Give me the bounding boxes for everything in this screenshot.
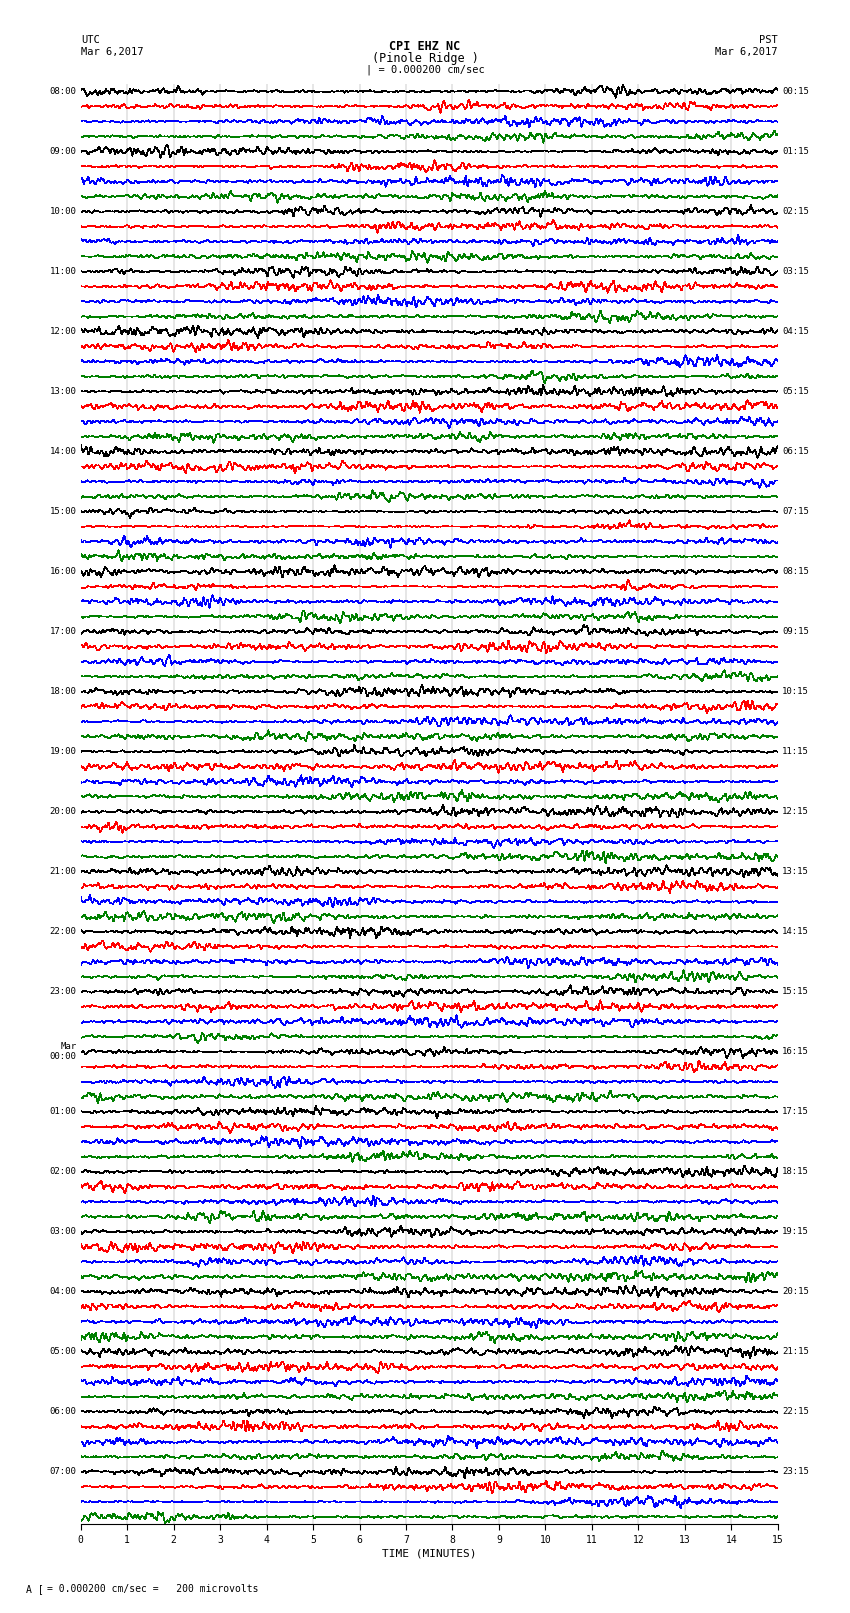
Text: Mar 6,2017: Mar 6,2017: [81, 47, 144, 56]
Text: 12:15: 12:15: [782, 806, 809, 816]
Text: 06:00: 06:00: [49, 1407, 76, 1416]
Text: 15:00: 15:00: [49, 506, 76, 516]
Text: 21:00: 21:00: [49, 868, 76, 876]
Text: 07:15: 07:15: [782, 506, 809, 516]
Text: 16:15: 16:15: [782, 1047, 809, 1057]
Text: | = 0.000200 cm/sec: | = 0.000200 cm/sec: [366, 65, 484, 76]
Text: 03:00: 03:00: [49, 1227, 76, 1236]
Text: 04:00: 04:00: [49, 1287, 76, 1297]
Text: Mar
00:00: Mar 00:00: [49, 1042, 76, 1061]
Text: 19:15: 19:15: [782, 1227, 809, 1236]
Text: 08:00: 08:00: [49, 87, 76, 95]
Text: 17:15: 17:15: [782, 1107, 809, 1116]
Text: A [: A [: [26, 1584, 43, 1594]
Text: 22:00: 22:00: [49, 927, 76, 936]
Text: 20:15: 20:15: [782, 1287, 809, 1297]
Text: PST: PST: [759, 35, 778, 45]
Text: 23:15: 23:15: [782, 1468, 809, 1476]
Text: 22:15: 22:15: [782, 1407, 809, 1416]
Text: 21:15: 21:15: [782, 1347, 809, 1357]
Text: Mar 6,2017: Mar 6,2017: [715, 47, 778, 56]
Text: UTC: UTC: [81, 35, 99, 45]
Text: 11:15: 11:15: [782, 747, 809, 756]
Text: 15:15: 15:15: [782, 987, 809, 997]
Text: 17:00: 17:00: [49, 627, 76, 636]
Text: 13:15: 13:15: [782, 868, 809, 876]
Text: 08:15: 08:15: [782, 568, 809, 576]
Text: 09:15: 09:15: [782, 627, 809, 636]
Text: 10:00: 10:00: [49, 206, 76, 216]
Text: 23:00: 23:00: [49, 987, 76, 997]
Text: 12:00: 12:00: [49, 327, 76, 336]
X-axis label: TIME (MINUTES): TIME (MINUTES): [382, 1548, 477, 1558]
Text: 14:15: 14:15: [782, 927, 809, 936]
Text: 18:00: 18:00: [49, 687, 76, 697]
Text: 20:00: 20:00: [49, 806, 76, 816]
Text: 02:15: 02:15: [782, 206, 809, 216]
Text: 10:15: 10:15: [782, 687, 809, 697]
Text: 18:15: 18:15: [782, 1168, 809, 1176]
Text: 05:15: 05:15: [782, 387, 809, 395]
Text: 03:15: 03:15: [782, 266, 809, 276]
Text: 14:00: 14:00: [49, 447, 76, 456]
Text: 13:00: 13:00: [49, 387, 76, 395]
Text: 04:15: 04:15: [782, 327, 809, 336]
Text: (Pinole Ridge ): (Pinole Ridge ): [371, 52, 479, 65]
Text: 06:15: 06:15: [782, 447, 809, 456]
Text: 07:00: 07:00: [49, 1468, 76, 1476]
Text: 01:15: 01:15: [782, 147, 809, 156]
Text: 00:15: 00:15: [782, 87, 809, 95]
Text: 09:00: 09:00: [49, 147, 76, 156]
Text: 05:00: 05:00: [49, 1347, 76, 1357]
Text: = 0.000200 cm/sec =   200 microvolts: = 0.000200 cm/sec = 200 microvolts: [47, 1584, 258, 1594]
Text: 02:00: 02:00: [49, 1168, 76, 1176]
Text: CPI EHZ NC: CPI EHZ NC: [389, 40, 461, 53]
Text: 19:00: 19:00: [49, 747, 76, 756]
Text: 01:00: 01:00: [49, 1107, 76, 1116]
Text: 16:00: 16:00: [49, 568, 76, 576]
Text: 11:00: 11:00: [49, 266, 76, 276]
